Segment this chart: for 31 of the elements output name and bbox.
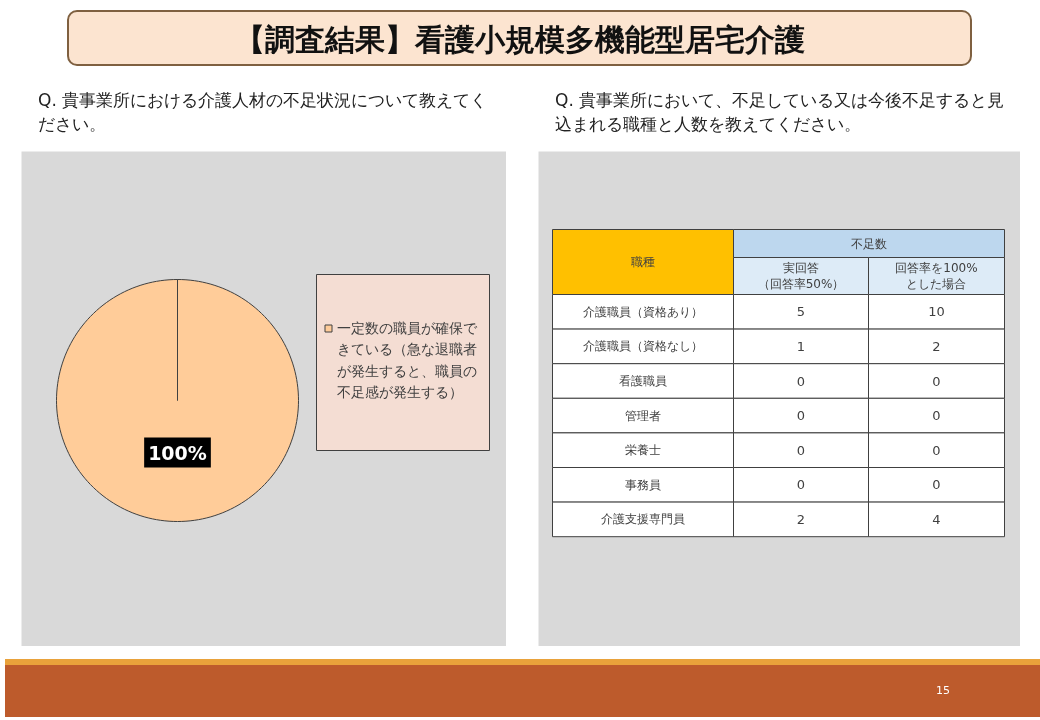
data-label: 0 — [932, 442, 941, 458]
data-label: 0 — [932, 373, 941, 389]
data-label: 2 — [796, 511, 806, 527]
category-label: 栄養士 — [625, 443, 661, 458]
data-label: 0 — [796, 408, 806, 424]
text: 職種 — [631, 255, 655, 269]
chart-title: 【調査結果】看護小規模多機能型居宅介護 — [234, 21, 805, 59]
category-label: 介護職員（資格あり） — [583, 304, 703, 319]
category-label: 事務員 — [625, 477, 661, 492]
text: Q. 貴事業所において、不足している又は今後不足すると見込まれる職種と人数を教えてください。 — [555, 89, 1006, 136]
category-label: 管理者 — [625, 408, 661, 423]
chart-subtitle: Q. 貴事業所における介護人材の不足状況について教えてください。 — [38, 89, 489, 136]
legend-label: 一定数の職員が確保できている（急な退職者が発生すると、職員の不足感が発生する） — [336, 319, 478, 401]
data-label: 0 — [796, 477, 806, 493]
category-label: 介護支援専門員 — [601, 512, 685, 527]
data-label: 0 — [796, 373, 806, 389]
data-label: 1 — [796, 338, 806, 354]
text: 15 — [936, 683, 950, 699]
data-label: 4 — [932, 511, 941, 527]
series-label: 実回答（回答率50%） — [757, 261, 845, 291]
category-label: 看護職員 — [619, 374, 667, 388]
data-label: 0 — [932, 477, 941, 493]
data-label: 10 — [928, 304, 945, 320]
data-label: 0 — [796, 442, 806, 458]
category-label: 介護職員（資格なし） — [583, 339, 703, 354]
series-label: 回答率を100%とした場合 — [895, 261, 978, 291]
data-label: 2 — [932, 338, 941, 354]
text: 不足数 — [851, 236, 887, 251]
data-label: 5 — [796, 304, 806, 320]
data-label: 100% — [148, 441, 207, 464]
data-label: 0 — [932, 408, 941, 424]
